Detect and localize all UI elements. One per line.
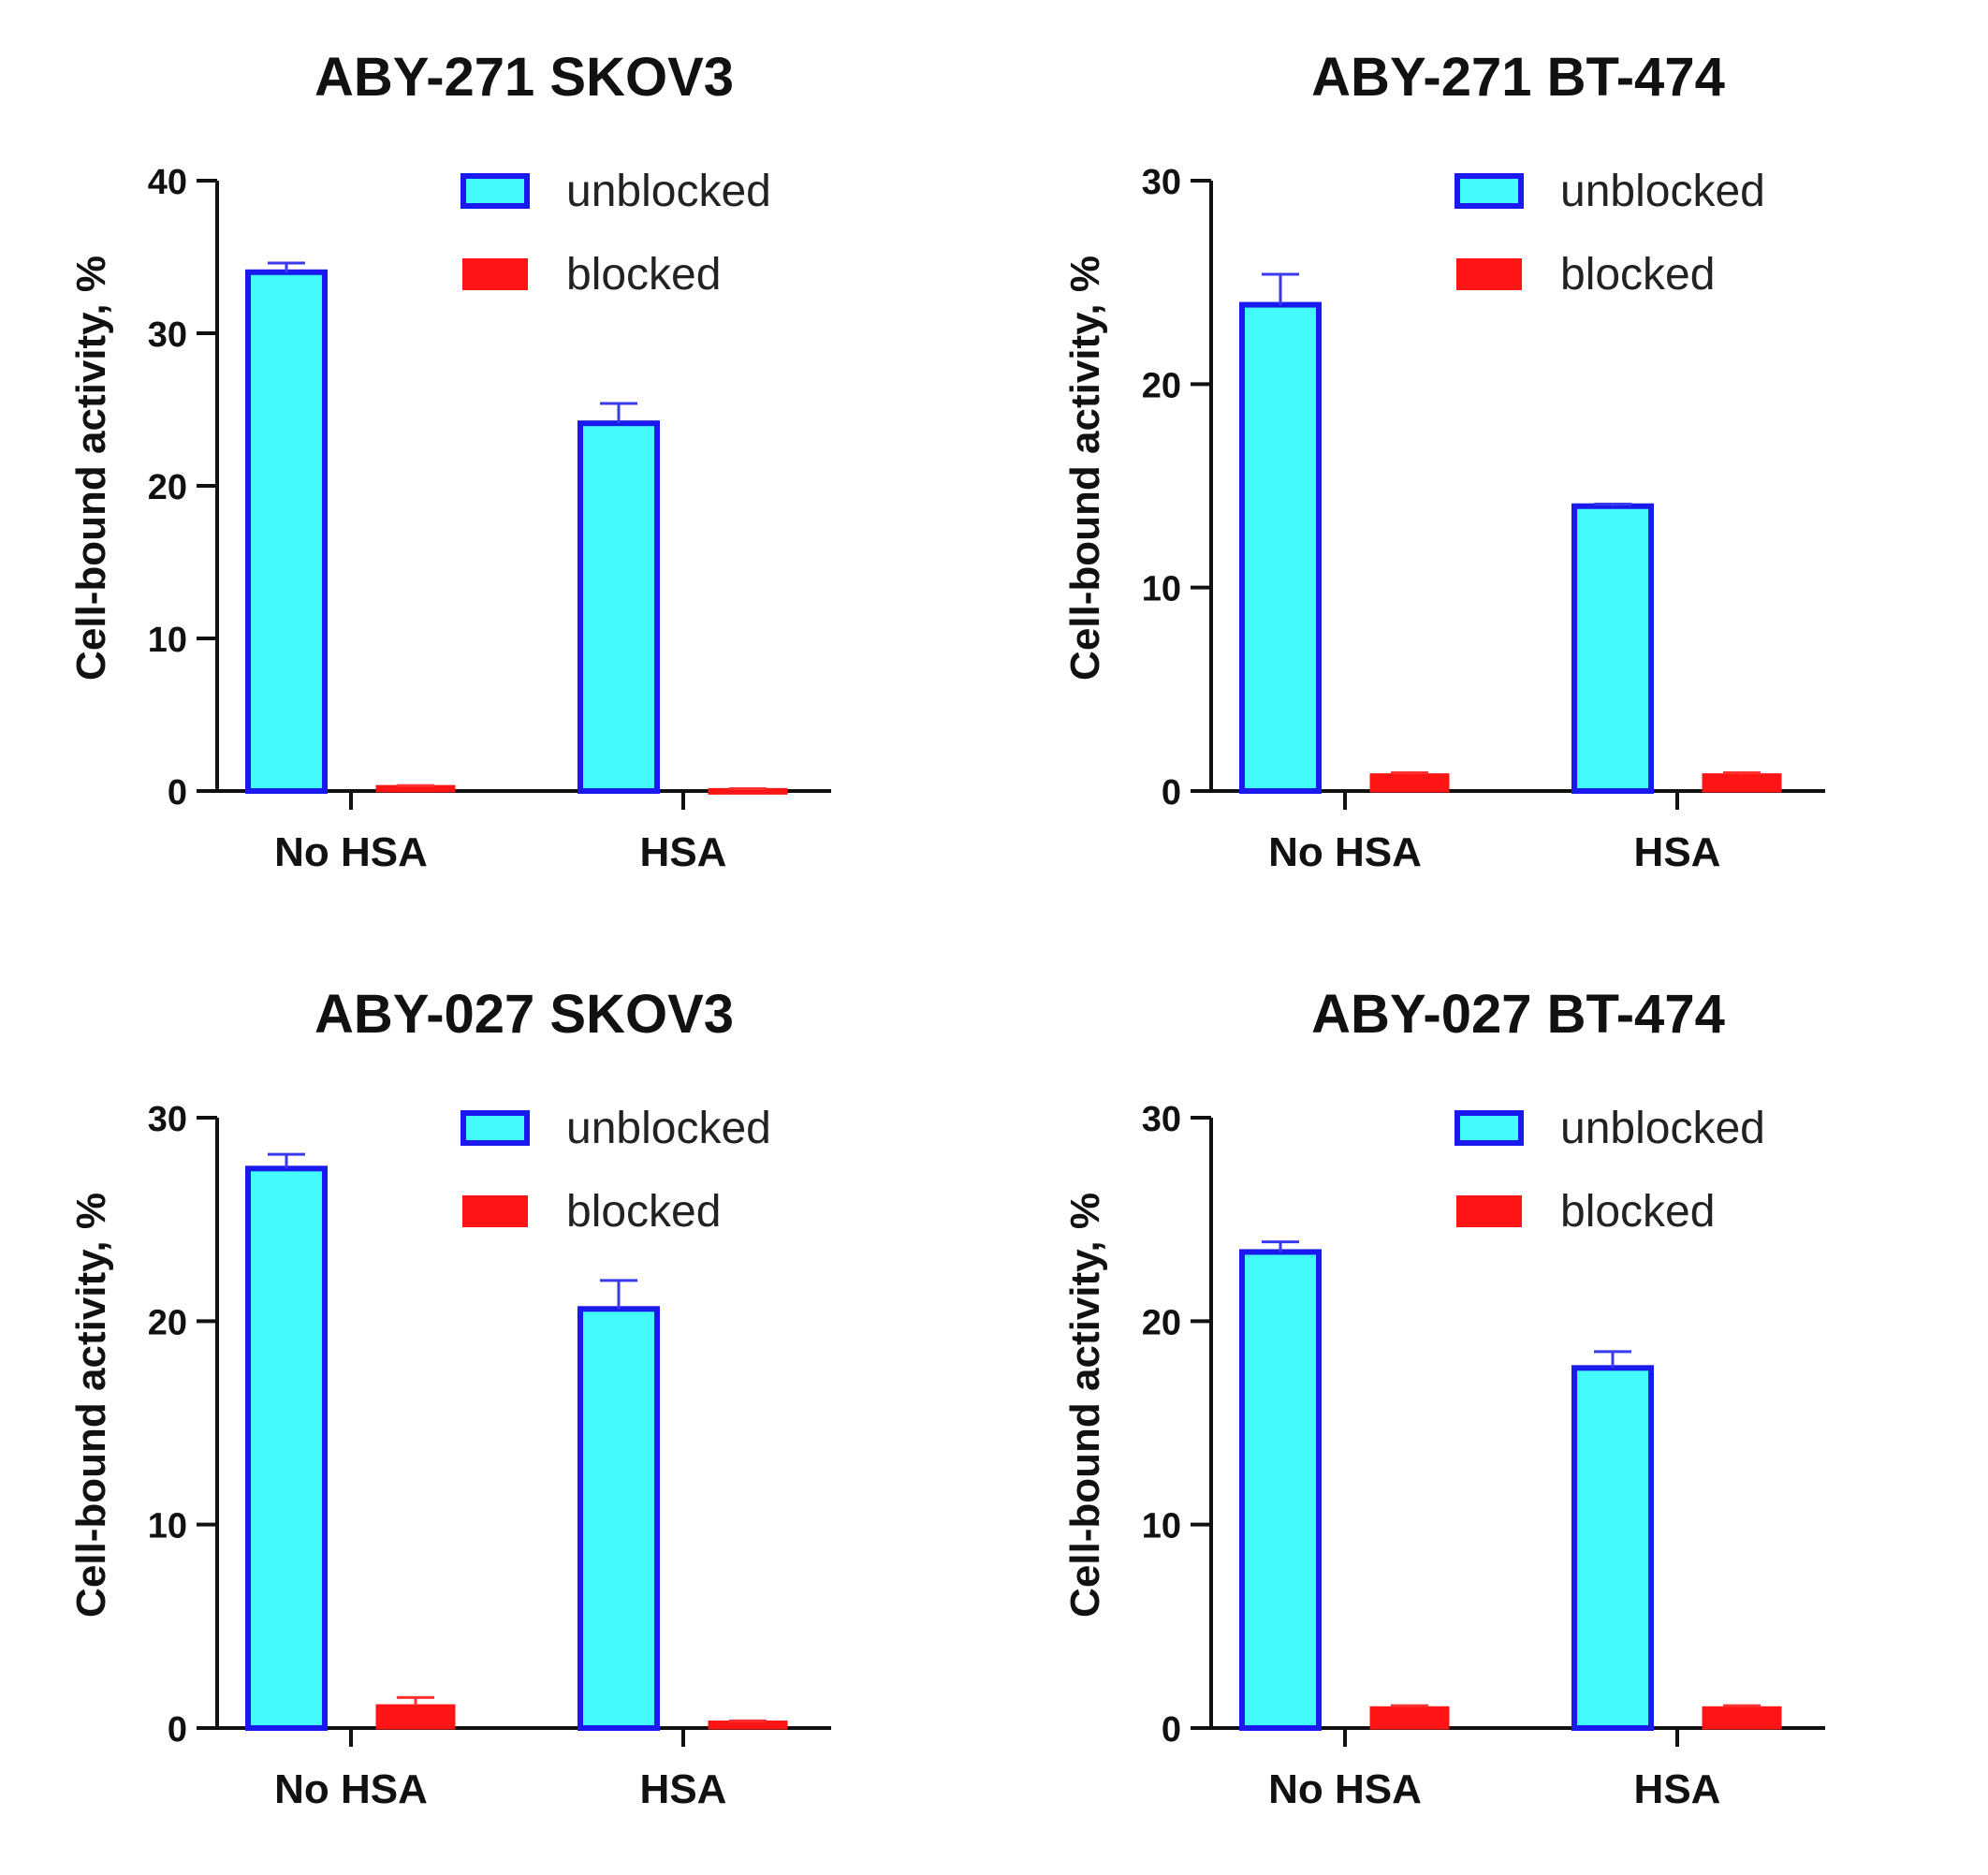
bar-blocked-hsa bbox=[708, 1720, 788, 1730]
bar-unblocked-no-hsa bbox=[245, 1165, 328, 1732]
chart-aby271-bt474: ABY-271 BT-474 Cell-bound activity, % 0 10 2… bbox=[1062, 47, 1825, 875]
legend-label-blocked: blocked bbox=[1560, 1187, 1715, 1237]
y-tick-label-0: 0 bbox=[168, 773, 187, 813]
chart-panel-4: ABY-027 BT-474 Cell-bound activity, % 0 10 2… bbox=[994, 937, 1988, 1874]
legend-label-unblocked: unblocked bbox=[566, 167, 771, 216]
chart-title: ABY-271 SKOV3 bbox=[314, 47, 734, 108]
x-tick-label-no-hsa: No HSA bbox=[274, 1766, 428, 1812]
x-tick-label-hsa: HSA bbox=[1634, 1766, 1721, 1812]
legend-swatch-blocked bbox=[1456, 1195, 1522, 1227]
chart-panel-2: ABY-271 BT-474 Cell-bound activity, % 0 10 2… bbox=[994, 0, 1988, 937]
y-tick-label-40: 40 bbox=[148, 163, 187, 202]
chart-title: ABY-027 SKOV3 bbox=[314, 984, 734, 1045]
y-tick-label-20: 20 bbox=[148, 1303, 187, 1342]
legend-label-unblocked: unblocked bbox=[1560, 167, 1765, 216]
bar-blocked-no-hsa bbox=[375, 1704, 456, 1730]
legend-swatch-unblocked bbox=[460, 173, 530, 209]
y-tick-label-10: 10 bbox=[148, 621, 187, 660]
legend-label-blocked: blocked bbox=[1560, 250, 1715, 300]
y-axis-label: Cell-bound activity, % bbox=[68, 256, 114, 681]
bar-blocked-no-hsa bbox=[1369, 1706, 1450, 1730]
x-tick-label-hsa: HSA bbox=[1634, 829, 1721, 875]
legend-label-blocked: blocked bbox=[566, 1187, 721, 1237]
legend-label-unblocked: unblocked bbox=[1560, 1104, 1765, 1153]
y-tick-label-30: 30 bbox=[1142, 163, 1181, 202]
legend-swatch-unblocked bbox=[1454, 1110, 1524, 1146]
bar-unblocked-no-hsa bbox=[245, 269, 328, 794]
bar-unblocked-hsa bbox=[1571, 503, 1654, 794]
y-tick-label-20: 20 bbox=[1142, 366, 1181, 405]
x-tick-label-no-hsa: No HSA bbox=[1268, 829, 1422, 875]
bar-blocked-hsa bbox=[1702, 1706, 1782, 1730]
bar-unblocked-no-hsa bbox=[1239, 301, 1322, 795]
bar-unblocked-hsa bbox=[577, 420, 660, 794]
y-tick-label-0: 0 bbox=[1162, 773, 1181, 813]
x-tick-label-no-hsa: No HSA bbox=[274, 829, 428, 875]
y-tick-label-30: 30 bbox=[148, 315, 187, 355]
bar-unblocked-no-hsa bbox=[1239, 1249, 1322, 1731]
x-tick-label-hsa: HSA bbox=[640, 829, 727, 875]
legend-swatch-unblocked bbox=[460, 1110, 530, 1146]
y-tick-label-10: 10 bbox=[148, 1507, 187, 1546]
y-tick-label-0: 0 bbox=[1162, 1710, 1181, 1750]
legend-swatch-unblocked bbox=[1454, 173, 1524, 209]
y-axis-label: Cell-bound activity, % bbox=[1062, 1193, 1108, 1618]
legend-swatch-blocked bbox=[462, 258, 528, 290]
chart-panel-1: ABY-271 SKOV3 Cell-bound activity, % 0 10 20… bbox=[0, 0, 994, 937]
legend-swatch-blocked bbox=[1456, 258, 1522, 290]
legend-label-blocked: blocked bbox=[566, 250, 721, 300]
bar-blocked-hsa bbox=[1702, 773, 1782, 793]
y-tick-label-10: 10 bbox=[1142, 1507, 1181, 1546]
y-tick-label-20: 20 bbox=[1142, 1303, 1181, 1342]
chart-aby027-bt474: ABY-027 BT-474 Cell-bound activity, % 0 10 2… bbox=[1062, 984, 1825, 1812]
chart-panel-3: ABY-027 SKOV3 Cell-bound activity, % 0 10 20… bbox=[0, 937, 994, 1874]
legend-label-unblocked: unblocked bbox=[566, 1104, 771, 1153]
chart-aby271-skov3: ABY-271 SKOV3 Cell-bound activity, % 0 10 20… bbox=[68, 47, 831, 875]
y-axis-label: Cell-bound activity, % bbox=[68, 1193, 114, 1618]
x-tick-label-hsa: HSA bbox=[640, 1766, 727, 1812]
legend-swatch-blocked bbox=[462, 1195, 528, 1227]
bar-blocked-no-hsa bbox=[1369, 773, 1450, 793]
chart-title: ABY-271 BT-474 bbox=[1311, 47, 1725, 108]
y-tick-label-30: 30 bbox=[148, 1100, 187, 1139]
chart-title: ABY-027 BT-474 bbox=[1311, 984, 1725, 1045]
y-axis-label: Cell-bound activity, % bbox=[1062, 256, 1108, 681]
y-tick-label-30: 30 bbox=[1142, 1100, 1181, 1139]
x-tick-label-no-hsa: No HSA bbox=[1268, 1766, 1422, 1812]
y-tick-label-0: 0 bbox=[168, 1710, 187, 1750]
chart-aby027-skov3: ABY-027 SKOV3 Cell-bound activity, % 0 10 20… bbox=[68, 984, 831, 1812]
y-tick-label-10: 10 bbox=[1142, 570, 1181, 609]
bar-blocked-no-hsa bbox=[375, 784, 456, 793]
bar-unblocked-hsa bbox=[1571, 1365, 1654, 1731]
y-tick-label-20: 20 bbox=[148, 468, 187, 507]
bar-unblocked-hsa bbox=[577, 1306, 660, 1731]
